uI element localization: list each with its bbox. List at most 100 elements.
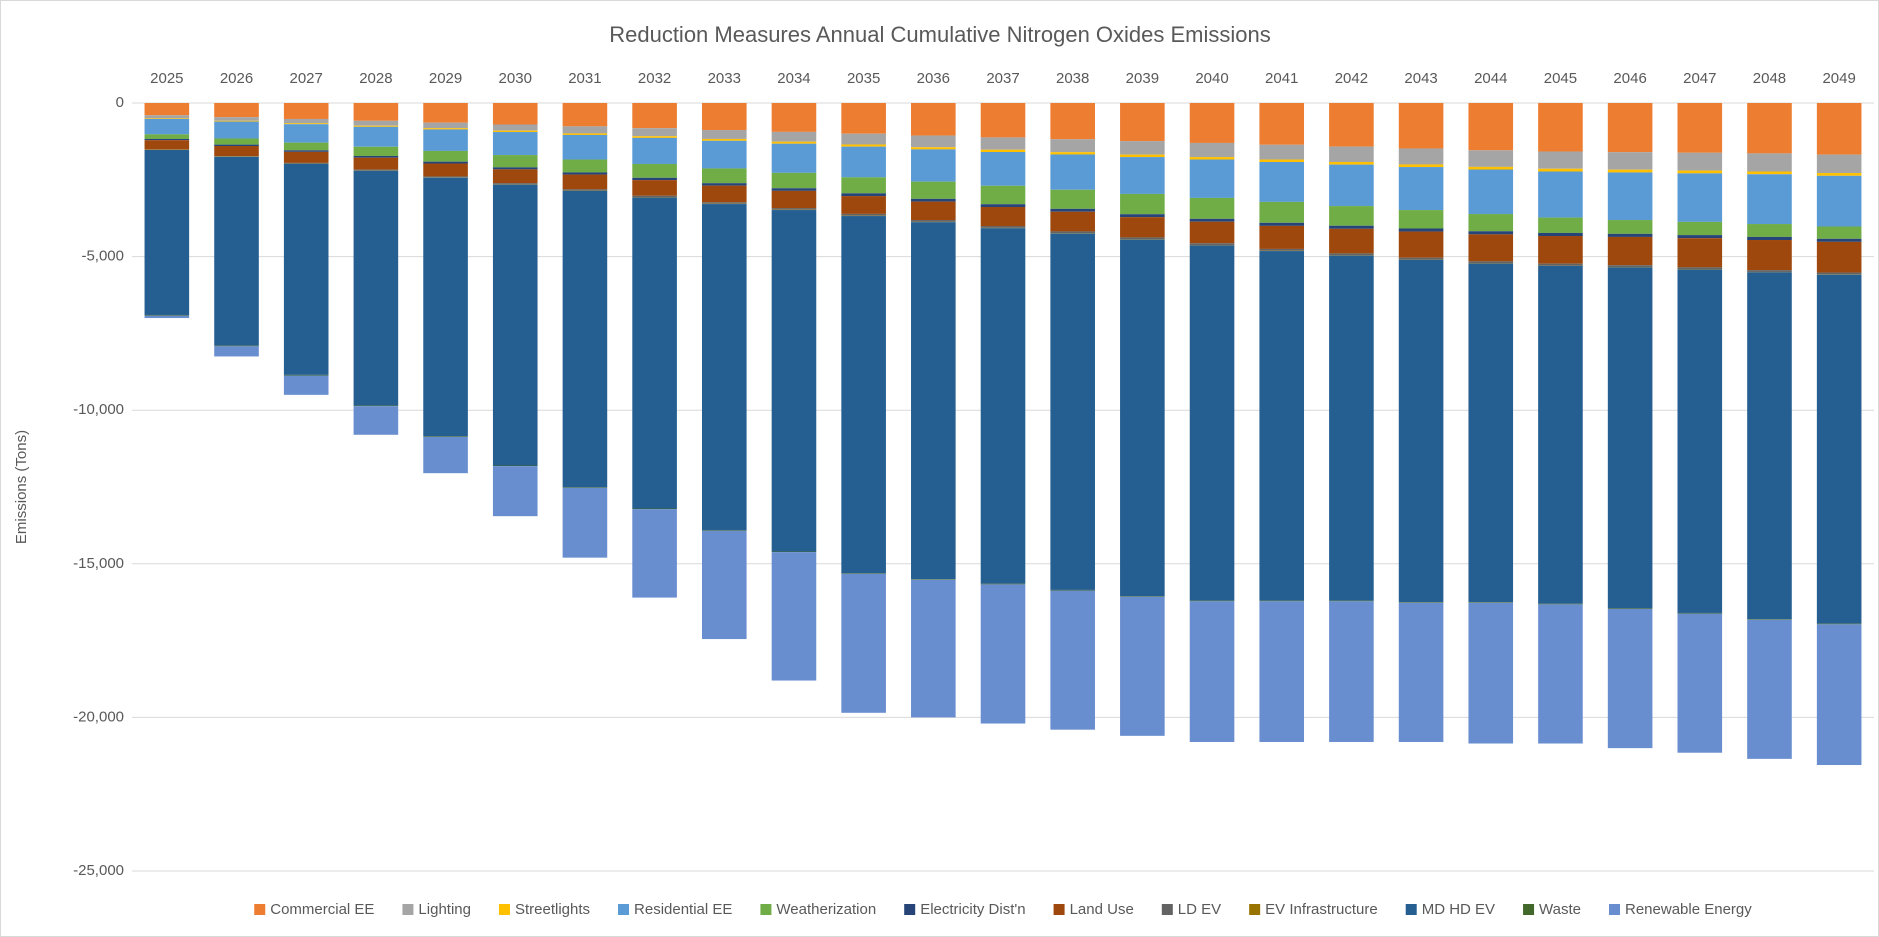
bar-segment bbox=[911, 579, 956, 580]
bar-segment bbox=[283, 150, 329, 152]
bar-segment bbox=[1607, 152, 1653, 170]
bar-segment bbox=[1050, 208, 1095, 212]
bar-segment bbox=[1189, 103, 1235, 143]
bar-segment bbox=[1050, 152, 1095, 155]
bar-segment bbox=[1189, 601, 1235, 742]
legend-label: LD EV bbox=[1178, 901, 1221, 918]
bar-segment bbox=[841, 133, 886, 145]
x-tick-label: 2026 bbox=[220, 70, 253, 87]
bar-segment bbox=[144, 115, 190, 119]
bar-segment bbox=[1607, 265, 1653, 268]
bar-segment bbox=[1677, 103, 1723, 153]
bar-segment bbox=[144, 315, 190, 319]
bar-segment bbox=[771, 551, 817, 553]
bar-segment bbox=[701, 168, 747, 184]
bar-segment bbox=[492, 183, 538, 185]
legend-swatch bbox=[1161, 904, 1173, 915]
bar-segment bbox=[1816, 623, 1862, 625]
bar-segment bbox=[1538, 265, 1583, 604]
bar-segment bbox=[1398, 257, 1444, 260]
x-tick-label: 2037 bbox=[986, 70, 1019, 87]
bar-segment bbox=[1468, 602, 1514, 603]
bar-segment bbox=[1050, 103, 1095, 140]
bar-segment bbox=[423, 161, 468, 164]
bar-segment bbox=[214, 138, 259, 145]
bar-segment bbox=[911, 222, 956, 580]
legend-label: Waste bbox=[1539, 901, 1581, 918]
bar-segment bbox=[632, 137, 677, 164]
legend-label: EV Infrastructure bbox=[1265, 901, 1378, 918]
x-tick-label: 2045 bbox=[1544, 70, 1577, 87]
bar-segment bbox=[562, 126, 608, 134]
bar-segment bbox=[1816, 173, 1862, 176]
bar-segment bbox=[771, 131, 817, 142]
bar-segment bbox=[1677, 238, 1723, 268]
bar-segment bbox=[423, 128, 468, 130]
x-tick-label: 2047 bbox=[1683, 70, 1716, 87]
bar-segment bbox=[492, 184, 538, 466]
legend-swatch bbox=[760, 904, 772, 915]
bar-segment bbox=[1398, 148, 1444, 165]
bar-segment bbox=[214, 121, 259, 139]
bar-segment bbox=[1538, 236, 1583, 264]
bar-segment bbox=[1050, 211, 1095, 232]
bar-segment bbox=[1607, 220, 1653, 234]
x-tick-label: 2029 bbox=[429, 70, 462, 87]
bar-segment bbox=[423, 129, 468, 151]
bar-segment bbox=[1468, 602, 1514, 744]
bar-segment bbox=[1677, 613, 1723, 753]
y-tick-label: -15,000 bbox=[73, 555, 124, 572]
bar-segment bbox=[1747, 270, 1792, 272]
bar-segment bbox=[1816, 272, 1862, 275]
bar-segment bbox=[1398, 231, 1444, 258]
bar-segment bbox=[353, 103, 399, 121]
bar-segment bbox=[632, 197, 677, 509]
x-tick-label: 2041 bbox=[1265, 70, 1298, 87]
x-tick-label: 2042 bbox=[1335, 70, 1368, 87]
bar-segment bbox=[980, 226, 1026, 228]
bar-segment bbox=[701, 530, 747, 640]
bar-segment bbox=[1747, 272, 1792, 620]
x-tick-label: 2048 bbox=[1753, 70, 1786, 87]
bar-segment bbox=[632, 136, 677, 138]
x-tick-label: 2027 bbox=[290, 70, 323, 87]
bar-segment bbox=[1747, 224, 1792, 237]
bar-segment bbox=[1259, 600, 1305, 602]
bar-segment bbox=[771, 103, 817, 132]
bar-segment bbox=[562, 133, 608, 135]
bar-segment bbox=[1398, 167, 1444, 211]
bar-segment bbox=[1259, 144, 1305, 160]
legend-label: MD HD EV bbox=[1422, 901, 1495, 918]
bar-segment bbox=[911, 149, 956, 182]
bar-segment bbox=[1607, 236, 1653, 266]
x-tick-label: 2036 bbox=[917, 70, 950, 87]
bar-segment bbox=[1816, 226, 1862, 239]
bar-segment bbox=[423, 436, 468, 437]
bar-segment bbox=[1747, 153, 1792, 172]
bar-segment bbox=[1468, 103, 1514, 151]
bar-segment bbox=[353, 120, 399, 126]
bar-segment bbox=[632, 180, 677, 196]
bar-segment bbox=[701, 185, 747, 203]
bar-segment bbox=[1747, 236, 1792, 241]
bar-segment bbox=[492, 132, 538, 156]
bar-segment bbox=[1538, 103, 1583, 152]
legend-label: Weatherization bbox=[776, 901, 876, 918]
legend-swatch bbox=[1609, 904, 1621, 915]
legend-swatch bbox=[1053, 904, 1065, 915]
bar-segment bbox=[980, 185, 1026, 205]
bar-segment bbox=[1259, 201, 1305, 223]
bar-segment bbox=[492, 103, 538, 125]
bar-segment bbox=[1259, 601, 1305, 742]
legend-label: Electricity Dist'n bbox=[920, 901, 1025, 918]
bar-segment bbox=[1189, 245, 1235, 601]
legend: Commercial EE Lighting Streetlights Residen… bbox=[254, 901, 1752, 918]
bar-segment bbox=[1677, 221, 1723, 236]
y-axis-title: Emissions (Tons) bbox=[13, 430, 30, 544]
bar-segment bbox=[1329, 253, 1374, 256]
chart-title: Reduction Measures Annual Cumulative Nit… bbox=[609, 22, 1271, 47]
bar-segment bbox=[1398, 259, 1444, 603]
bar-segment bbox=[1677, 269, 1723, 613]
bar-segment bbox=[1050, 589, 1095, 591]
bar-segment bbox=[492, 124, 538, 131]
